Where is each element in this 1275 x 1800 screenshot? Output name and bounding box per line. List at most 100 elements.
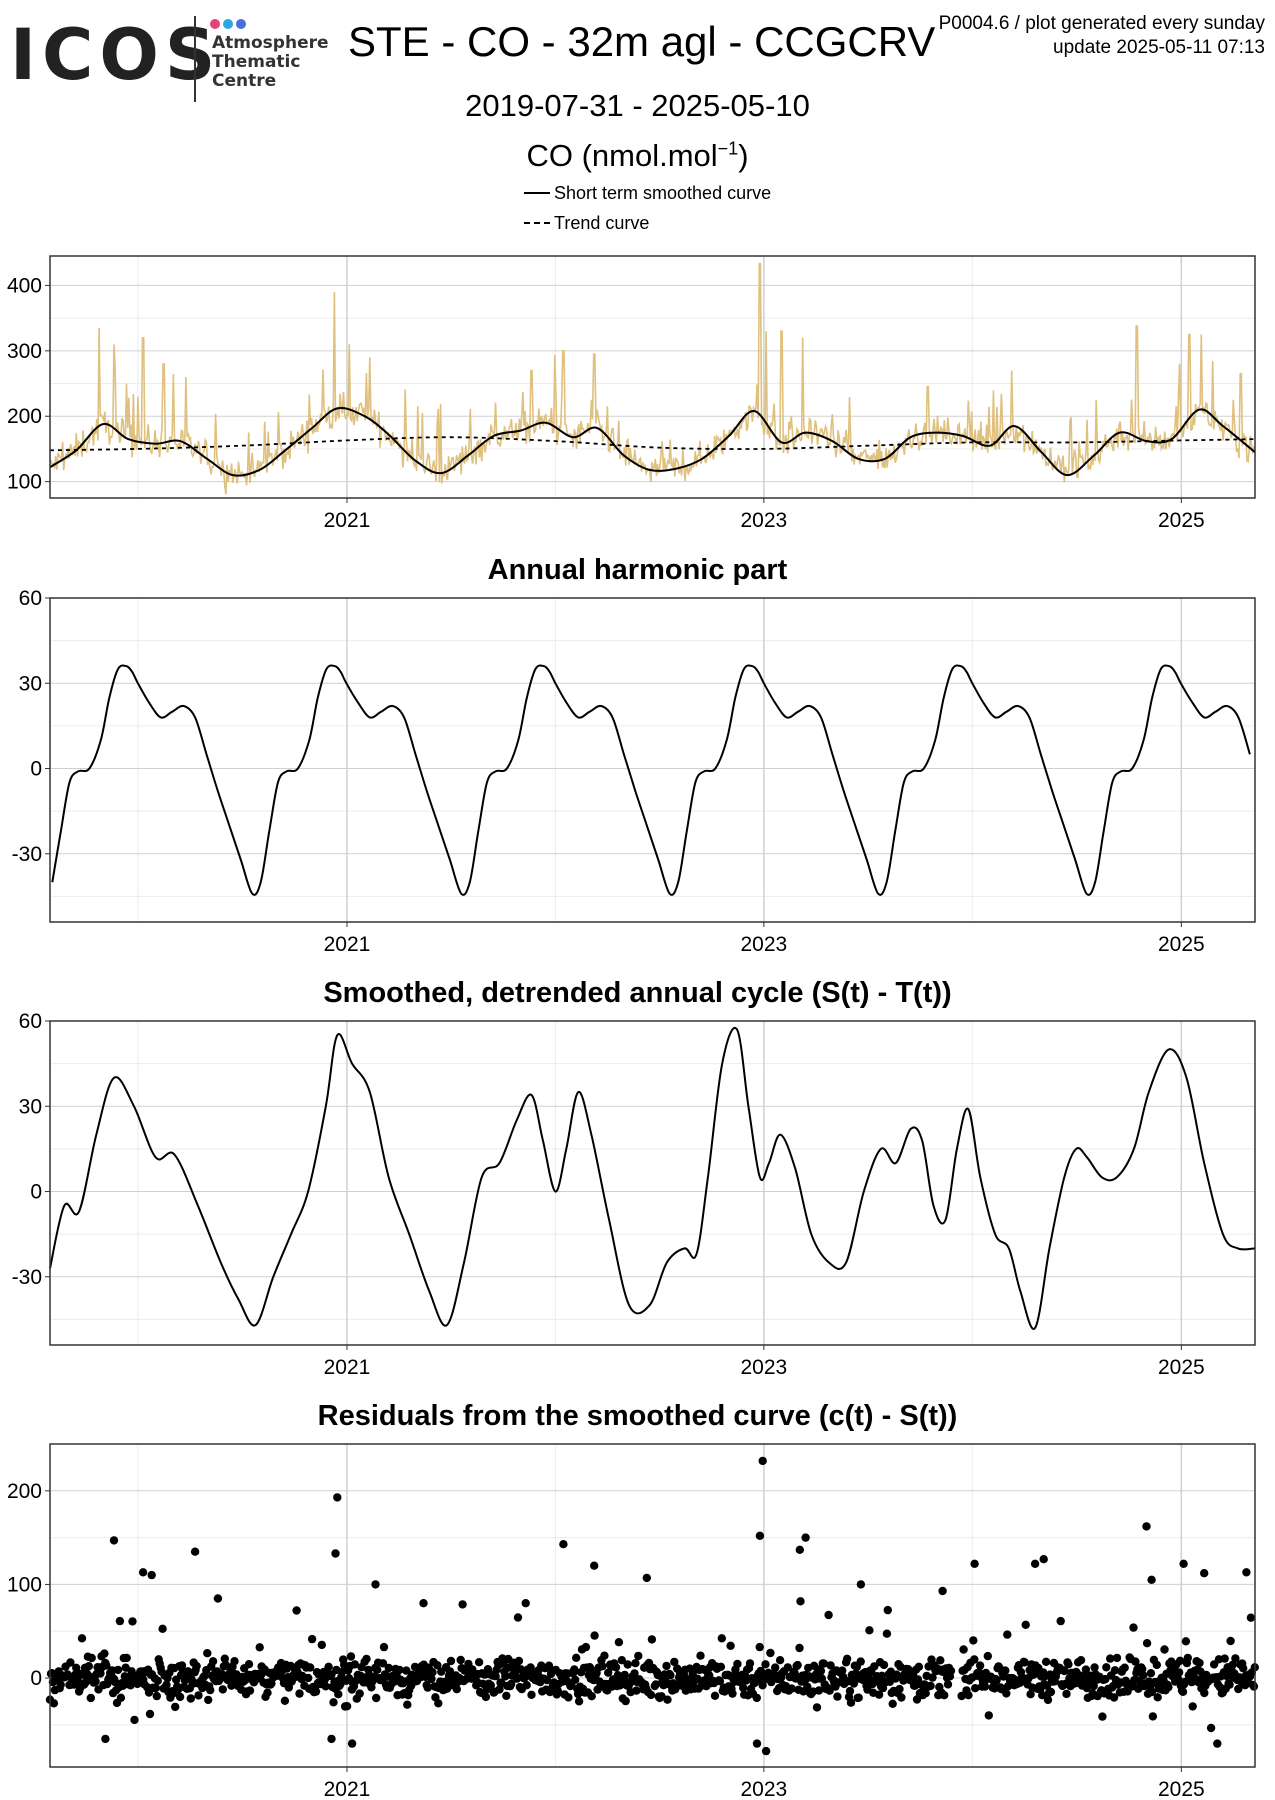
residual-point (728, 1689, 737, 1698)
residual-point (1148, 1712, 1158, 1721)
residual-point (427, 1674, 436, 1684)
residual-point (912, 1695, 922, 1704)
legend-item-smoothed: Short term smoothed curve (524, 178, 771, 208)
x-tick-label: 2023 (741, 933, 788, 956)
residual-point (926, 1681, 935, 1691)
residual-point (663, 1695, 672, 1704)
residual-point (49, 1699, 59, 1708)
residual-point (1060, 1666, 1069, 1676)
residual-point (824, 1610, 833, 1620)
residual-point (1231, 1654, 1240, 1663)
residual-point (204, 1695, 213, 1705)
residual-point (897, 1693, 906, 1702)
residual-point (943, 1680, 953, 1689)
residual-point (1081, 1665, 1091, 1674)
residual-point (138, 1568, 148, 1577)
logo-line-2: Thematic (212, 52, 301, 72)
residual-point (331, 1549, 340, 1558)
residual-point (474, 1658, 484, 1667)
residual-point (812, 1703, 822, 1712)
residual-point (101, 1734, 110, 1744)
residual-point (1147, 1575, 1156, 1585)
residual-point (816, 1666, 826, 1676)
residual-point (307, 1634, 317, 1644)
residual-point (1246, 1613, 1256, 1622)
residual-point (491, 1672, 500, 1681)
residual-point (783, 1663, 792, 1672)
residual-point (542, 1676, 552, 1685)
residual-point (623, 1660, 632, 1669)
residual-point (766, 1648, 775, 1658)
residual-point (171, 1702, 180, 1712)
residual-point (882, 1629, 892, 1638)
residual-point (745, 1659, 755, 1668)
y-tick-label: 400 (7, 274, 42, 297)
logo-dot (236, 19, 246, 29)
residual-point (870, 1662, 879, 1671)
residual-point (787, 1684, 796, 1693)
residual-point (874, 1690, 884, 1699)
residual-point (263, 1688, 272, 1697)
meta-update: update 2025-05-11 07:13 (1053, 37, 1265, 58)
chart-legend: Short term smoothed curve Trend curve (524, 178, 771, 238)
residual-point (109, 1536, 119, 1545)
residual-point (495, 1685, 504, 1694)
residual-point (115, 1616, 125, 1626)
residual-point (244, 1660, 254, 1669)
residual-point (670, 1657, 679, 1667)
residual-point (1142, 1639, 1152, 1648)
short-term-smoothed-curve (49, 406, 1256, 477)
residual-point (502, 1691, 511, 1701)
residual-point (371, 1580, 380, 1589)
residual-point (372, 1693, 381, 1703)
residual-point (849, 1679, 859, 1688)
residual-point (1228, 1660, 1237, 1670)
residual-point (755, 1531, 765, 1541)
residual-point (1222, 1671, 1231, 1681)
residual-point (295, 1689, 304, 1698)
residual-point (755, 1642, 764, 1652)
residual-point (317, 1640, 326, 1650)
residual-point (814, 1686, 824, 1695)
residual-point (1153, 1693, 1162, 1702)
residual-point (203, 1649, 212, 1658)
residual-point (1239, 1664, 1248, 1673)
residual-point (1064, 1660, 1073, 1669)
x-tick-label: 2021 (324, 933, 371, 956)
logo-subtitle: Atmosphere Thematic Centre (212, 34, 329, 91)
residual-point (526, 1663, 535, 1672)
residual-point (346, 1652, 356, 1661)
dashed-line-icon (524, 222, 550, 224)
y-tick-label: 30 (19, 1095, 42, 1118)
residual-point (559, 1540, 568, 1549)
residual-point (1147, 1687, 1157, 1697)
residual-point (1120, 1663, 1129, 1672)
residual-point (1098, 1712, 1107, 1721)
y-tick-label: 100 (7, 1573, 42, 1596)
residual-point (456, 1655, 465, 1665)
residual-point (803, 1682, 812, 1691)
residual-point (1242, 1568, 1251, 1577)
residual-point (969, 1636, 978, 1645)
residual-point (122, 1653, 131, 1663)
residual-point (147, 1570, 156, 1580)
residual-point (329, 1698, 338, 1707)
residual-point (1164, 1682, 1173, 1692)
residual-point (611, 1663, 621, 1672)
residual-point (311, 1687, 321, 1696)
residual-point (527, 1690, 536, 1700)
page-title: STE - CO - 32m agl - CCGCRV (348, 18, 936, 65)
residual-point (1038, 1691, 1047, 1700)
residual-point (1220, 1654, 1229, 1663)
residual-point (564, 1693, 573, 1702)
residual-point (1188, 1702, 1197, 1711)
residual-point (895, 1684, 904, 1694)
residual-point (928, 1673, 937, 1682)
residual-point (77, 1634, 87, 1643)
residual-point (1213, 1739, 1222, 1748)
detrended-cycle-curve (49, 1026, 1256, 1330)
residual-point (1174, 1668, 1184, 1677)
residual-point (733, 1659, 742, 1669)
residual-point (761, 1660, 770, 1669)
residual-point (590, 1631, 599, 1640)
